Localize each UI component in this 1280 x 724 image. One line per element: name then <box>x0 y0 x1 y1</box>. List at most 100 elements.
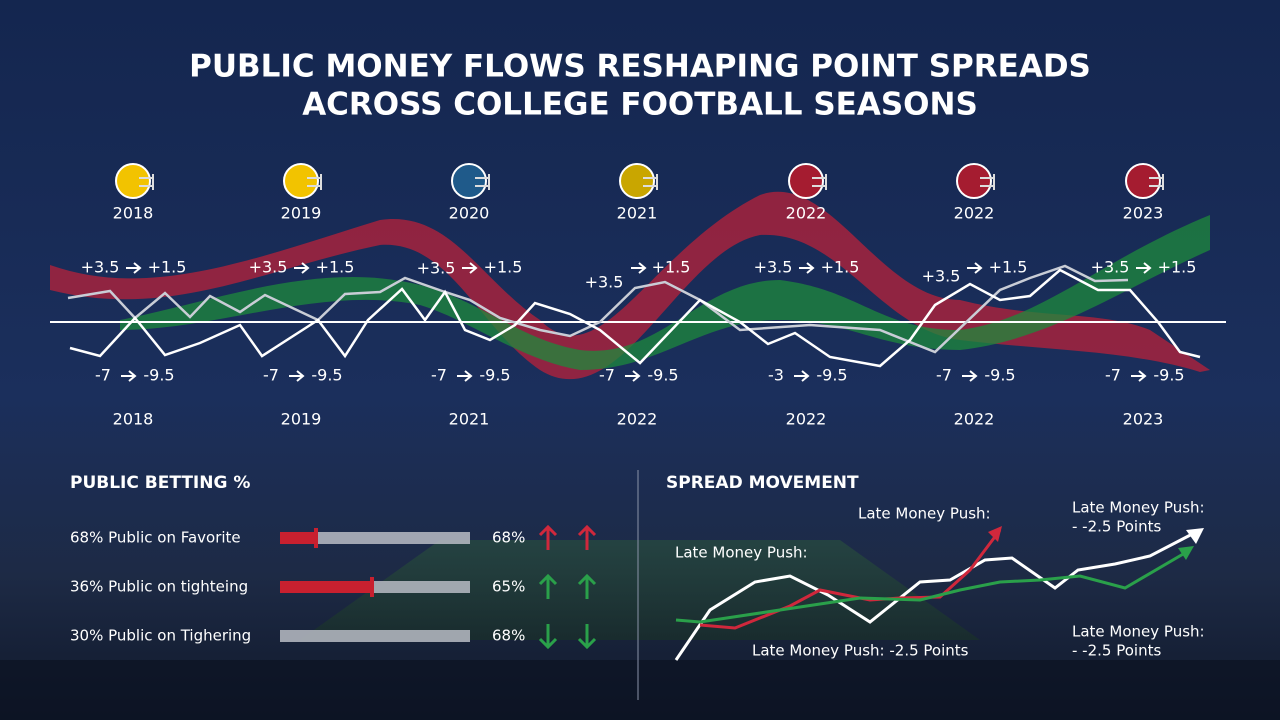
section-heading: SPREAD MOVEMENT <box>666 473 859 493</box>
title: ACROSS COLLEGE FOOTBALL SEASONS <box>302 87 978 123</box>
helmet <box>283 163 319 199</box>
underdog-open: -7 <box>263 366 279 385</box>
favorite-open: +3.5 <box>585 273 624 292</box>
underdog-open: -7 <box>936 366 952 385</box>
arrow <box>462 262 478 274</box>
facemask <box>139 174 154 190</box>
arrow <box>1136 262 1152 274</box>
favorite-open: +3.5 <box>417 259 456 278</box>
row-label: 36% Public on tighteing <box>70 578 248 596</box>
season-year: 2018 <box>113 204 154 223</box>
trend-arrow <box>577 624 597 650</box>
season-year: 2019 <box>281 410 322 429</box>
trend-arrow <box>538 524 558 550</box>
row-value: 65% <box>492 578 525 596</box>
facemask <box>812 174 827 190</box>
favorite-close: +1.5 <box>989 258 1028 277</box>
title: PUBLIC MONEY FLOWS RESHAPING POINT SPREA… <box>189 49 1091 85</box>
favorite-close: +1.5 <box>484 258 523 277</box>
helmet <box>956 163 992 199</box>
underdog-open: -7 <box>599 366 615 385</box>
arrow <box>1131 370 1147 382</box>
facemask <box>1149 174 1164 190</box>
season-year: 2023 <box>1123 410 1164 429</box>
underdog-close: -9.5 <box>143 366 174 385</box>
season-year: 2022 <box>954 204 995 223</box>
trend-arrow <box>538 573 558 599</box>
season-year: 2022 <box>954 410 995 429</box>
bar-cap <box>314 528 318 548</box>
annotation: - -2.5 Points <box>1072 642 1161 660</box>
helmet <box>788 163 824 199</box>
favorite-open: +3.5 <box>1091 258 1130 277</box>
arrow <box>625 370 641 382</box>
bar-track <box>280 630 470 642</box>
underdog-close: -9.5 <box>816 366 847 385</box>
season-year: 2018 <box>113 410 154 429</box>
underdog-close: -9.5 <box>1153 366 1184 385</box>
annotation: - -2.5 Points <box>1072 518 1161 536</box>
helmet <box>451 163 487 199</box>
arrow-head <box>988 526 1002 542</box>
season-year: 2019 <box>281 204 322 223</box>
underdog-open: -7 <box>1105 366 1121 385</box>
underdog-close: -9.5 <box>647 366 678 385</box>
favorite-open: +3.5 <box>754 258 793 277</box>
arrow <box>289 370 305 382</box>
favorite-open: +3.5 <box>249 258 288 277</box>
season-year: 2020 <box>449 204 490 223</box>
arrow-head <box>1186 528 1204 544</box>
annotation: Late Money Push: -2.5 Points <box>752 642 969 660</box>
underdog-line <box>69 268 1201 368</box>
arrow <box>457 370 473 382</box>
facemask <box>980 174 995 190</box>
season-year: 2022 <box>786 204 827 223</box>
trend-arrow <box>577 524 597 550</box>
season-year: 2021 <box>617 204 658 223</box>
green-spread-line <box>675 548 1191 624</box>
underdog-open: -7 <box>95 366 111 385</box>
bar-fill <box>280 581 372 593</box>
season-year: 2022 <box>786 410 827 429</box>
bar-fill <box>280 532 316 544</box>
arrow <box>799 262 815 274</box>
underdog-close: -9.5 <box>479 366 510 385</box>
arrow <box>962 370 978 382</box>
facemask <box>307 174 322 190</box>
underdog-close: -9.5 <box>311 366 342 385</box>
spread-line <box>674 528 1201 661</box>
section-heading: PUBLIC BETTING % <box>70 473 250 493</box>
arrow <box>967 262 983 274</box>
trend-arrow <box>577 573 597 599</box>
underdog-open: -7 <box>431 366 447 385</box>
season-year: 2023 <box>1123 204 1164 223</box>
annotation: Late Money Push: <box>858 505 991 523</box>
favorite-open: +3.5 <box>922 267 961 286</box>
season-year: 2022 <box>617 410 658 429</box>
arrow <box>126 262 142 274</box>
row-label: 30% Public on Tighering <box>70 627 251 645</box>
favorite-close: +1.5 <box>652 258 691 277</box>
row-label: 68% Public on Favorite <box>70 529 241 547</box>
green-flow <box>120 215 1210 370</box>
field <box>300 540 980 640</box>
red-flow <box>50 191 1210 380</box>
arrow <box>794 370 810 382</box>
favorite-close: +1.5 <box>316 258 355 277</box>
favorite-close: +1.5 <box>148 258 187 277</box>
facemask <box>643 174 658 190</box>
arrow <box>631 262 647 274</box>
facemask <box>475 174 490 190</box>
annotation: Late Money Push: <box>1072 623 1205 641</box>
helmet <box>115 163 151 199</box>
row-value: 68% <box>492 529 525 547</box>
helmet <box>1125 163 1161 199</box>
trend-arrow <box>538 624 558 650</box>
underdog-close: -9.5 <box>984 366 1015 385</box>
arrow-head <box>1178 546 1194 560</box>
crowd <box>0 660 1280 720</box>
annotation: Late Money Push: <box>1072 499 1205 517</box>
favorite-line <box>67 264 1129 354</box>
arrow <box>294 262 310 274</box>
